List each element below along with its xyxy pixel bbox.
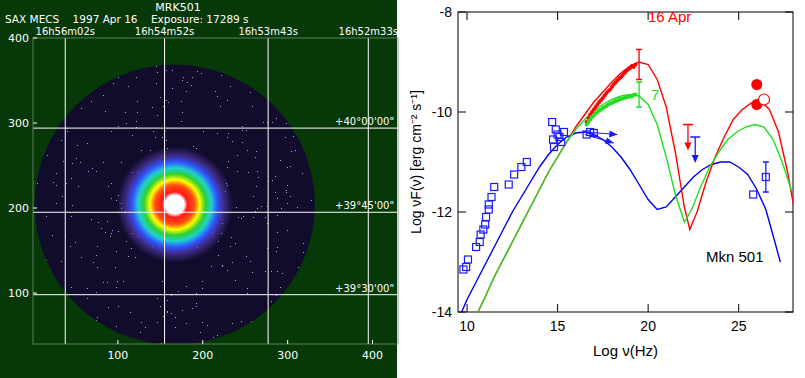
data-point — [485, 206, 492, 213]
image-subtitle: SAX MECS 1997 Apr 16 Exposure: 17289 s — [5, 13, 249, 25]
dec-label: +39°45'00" — [335, 200, 394, 211]
x-tick-label: 10 — [459, 318, 475, 334]
image-frame — [33, 38, 398, 344]
data-point — [550, 144, 557, 151]
y-tick — [33, 208, 37, 209]
upper-limit-arrow — [684, 143, 691, 151]
dec-grid-line — [33, 128, 398, 129]
data-point — [485, 201, 492, 208]
y-tick — [33, 293, 37, 294]
model-curve — [478, 62, 793, 312]
data-point — [480, 226, 487, 233]
error-bar — [636, 50, 642, 80]
data-point — [463, 264, 470, 271]
data-point — [750, 191, 757, 198]
photon-noise — [35, 65, 315, 344]
x-tick — [117, 340, 118, 344]
upper-limit — [683, 125, 693, 145]
x-tick — [287, 340, 288, 344]
data-point — [552, 126, 559, 133]
plot-frame — [458, 12, 793, 312]
series-label: 7 — [651, 86, 659, 103]
y-tick — [33, 38, 37, 39]
dec-label: +39°30'00" — [335, 283, 394, 294]
data-point — [483, 214, 490, 221]
upper-limit — [690, 137, 700, 157]
y-tick-label: -8 — [440, 4, 453, 20]
ra-grid-line — [164, 38, 165, 344]
x-tick — [557, 12, 558, 312]
y-tick — [458, 312, 793, 313]
ra-label: 16h56m02s — [36, 26, 95, 37]
data-point — [482, 221, 489, 228]
y-tick-label: 300 — [8, 117, 29, 130]
x-tick-label: 200 — [192, 349, 213, 362]
ra-grid-line — [368, 38, 369, 344]
x-tick-label: 100 — [107, 349, 128, 362]
y-tick-label: 400 — [8, 32, 29, 45]
annotation: Mkn 501 — [706, 248, 764, 265]
data-point — [523, 159, 530, 166]
data-point — [549, 119, 556, 126]
ra-label: 16h54m52s — [135, 26, 194, 37]
model-curve — [462, 132, 781, 312]
x-tick-label: 20 — [640, 318, 656, 334]
y-tick-label: 100 — [8, 287, 29, 300]
series-label: 16 Apr — [648, 8, 691, 25]
panel-background — [0, 0, 397, 378]
model-curve — [478, 95, 791, 313]
data-point — [556, 134, 563, 141]
y-tick — [458, 212, 793, 213]
data-point — [558, 139, 565, 146]
y-tick-label: -14 — [432, 304, 452, 320]
x-axis-label: Log ν(Hz) — [593, 342, 658, 359]
data-point — [759, 94, 770, 105]
y-tick-label: -10 — [432, 104, 452, 120]
data-point — [511, 171, 518, 178]
data-point — [633, 93, 637, 97]
data-point — [477, 231, 484, 238]
y-tick-label: -12 — [432, 204, 452, 220]
ra-label: 16h52m33s — [339, 26, 398, 37]
spectral-arrow-head — [609, 130, 617, 137]
upper-limit-arrow — [692, 155, 699, 163]
y-axis-label: Log νF(ν) [erg cm⁻² s⁻¹] — [408, 90, 424, 234]
error-bar — [763, 162, 769, 192]
ra-label: 16h53m43s — [238, 26, 297, 37]
data-point — [505, 181, 512, 188]
figure: MRK501SAX MECS 1997 Apr 16 Exposure: 172… — [0, 0, 805, 378]
ra-grid-line — [65, 38, 66, 344]
ra-grid-line — [268, 38, 269, 344]
x-tick — [648, 12, 649, 312]
x-tick-label: 400 — [362, 349, 383, 362]
x-tick-label: 300 — [277, 349, 298, 362]
y-tick — [458, 12, 793, 13]
data-point — [751, 79, 762, 90]
data-point — [460, 266, 467, 273]
detector-field — [35, 65, 315, 344]
x-tick-label: 25 — [731, 318, 747, 334]
y-tick — [33, 123, 37, 124]
plot-area — [460, 50, 793, 313]
x-tick — [372, 340, 373, 344]
data-point — [491, 184, 498, 191]
data-point — [633, 63, 637, 67]
x-ray-source — [117, 147, 233, 263]
image-area — [33, 38, 398, 344]
dec-grid-line — [33, 294, 398, 295]
y-tick-label: 200 — [8, 202, 29, 215]
x-tick-label: 15 — [550, 318, 566, 334]
data-point — [464, 256, 471, 263]
data-point — [476, 239, 483, 246]
x-tick — [738, 12, 739, 312]
dec-grid-line — [33, 212, 398, 213]
spectral-arrow-head — [605, 137, 614, 144]
x-tick — [202, 340, 203, 344]
y-tick — [458, 112, 793, 113]
data-point — [560, 129, 567, 136]
dec-label: +40°00'00" — [335, 116, 394, 127]
error-bar — [636, 82, 642, 107]
data-point — [488, 194, 495, 201]
